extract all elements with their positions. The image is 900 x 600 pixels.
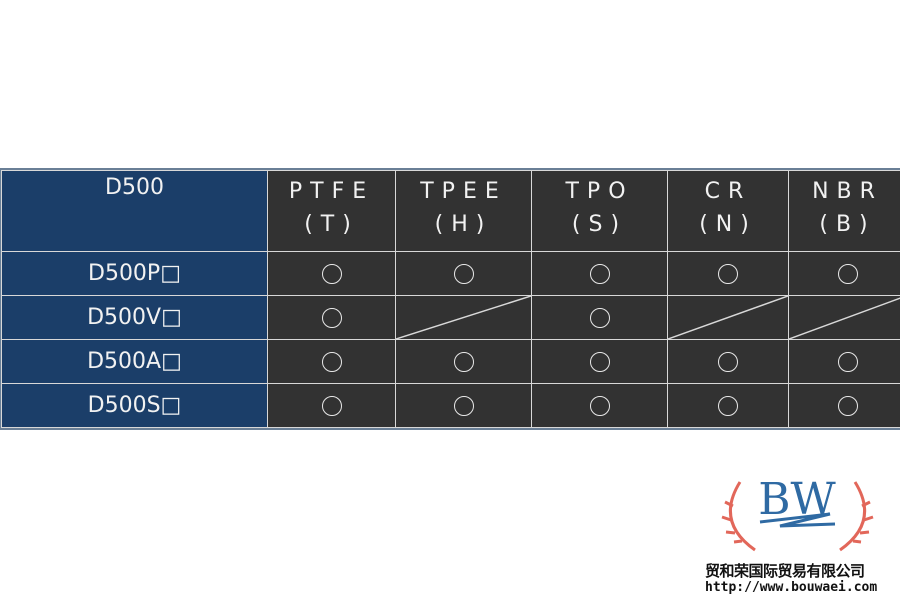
circle-mark-icon: [589, 395, 610, 416]
diagonal-slash: [668, 296, 788, 339]
row-model: D500S□: [1, 383, 268, 428]
compatible-cell: [531, 383, 668, 428]
circle-mark-icon: [453, 263, 474, 284]
circle-mark-icon: [321, 307, 342, 328]
compatible-cell: [267, 295, 396, 340]
material-code: (N): [699, 212, 757, 237]
circle-mark-icon: [589, 307, 610, 328]
compatible-cell: [531, 251, 668, 296]
company-name: 贸和荣国际贸易有限公司: [705, 562, 865, 580]
compatible-cell: [667, 339, 789, 384]
circle-mark-icon: [837, 395, 858, 416]
diagonal-slash: [789, 296, 900, 339]
compatible-cell: [788, 339, 900, 384]
circle-mark-icon: [718, 351, 738, 372]
row-model: D500P□: [1, 251, 268, 296]
not-available-cell: [395, 295, 532, 340]
circle-mark-icon: [321, 351, 342, 372]
table-row: D500V□: [1, 295, 900, 340]
circle-mark-icon: [589, 351, 610, 372]
circle-mark-icon: [718, 263, 738, 284]
compatible-cell: [267, 339, 396, 384]
company-url: http://www.bouwaei.com: [705, 580, 878, 595]
material-name: TPO: [565, 179, 634, 204]
circle-mark-icon: [321, 263, 342, 284]
circle-mark-icon: [453, 351, 474, 372]
circle-mark-icon: [837, 351, 858, 372]
table-row: D500P□: [1, 251, 900, 296]
table-row: D500A□: [1, 339, 900, 384]
header-material: TPEE (H): [395, 170, 532, 252]
header-row: D500 PTFE (T) TPEE (H) TPO (S) CR (N) NBR (B): [1, 170, 900, 252]
material-name: PTFE: [288, 179, 375, 204]
material-name: TPEE: [420, 179, 507, 204]
diagonal-slash: [396, 296, 531, 339]
compatible-cell: [667, 383, 789, 428]
material-name: NBR: [812, 179, 883, 204]
header-material: NBR (B): [788, 170, 900, 252]
circle-mark-icon: [321, 395, 342, 416]
compatible-cell: [267, 383, 396, 428]
compatibility-table: D500 PTFE (T) TPEE (H) TPO (S) CR (N) NBR (B)…: [0, 168, 900, 430]
not-available-cell: [667, 295, 789, 340]
header-material: PTFE (T): [267, 170, 396, 252]
compatible-cell: [395, 251, 532, 296]
compatible-cell: [267, 251, 396, 296]
circle-mark-icon: [718, 395, 738, 416]
compatible-cell: [395, 383, 532, 428]
bw-logo: BW: [721, 474, 874, 552]
compatible-cell: [395, 339, 532, 384]
material-code: (S): [571, 212, 628, 237]
not-available-cell: [788, 295, 900, 340]
compatible-cell: [667, 251, 789, 296]
header-material: CR (N): [667, 170, 789, 252]
circle-mark-icon: [837, 263, 858, 284]
circle-mark-icon: [589, 263, 610, 284]
material-code: (T): [304, 212, 359, 237]
compatible-cell: [531, 295, 668, 340]
compatible-cell: [788, 251, 900, 296]
row-model: D500V□: [1, 295, 268, 340]
compatible-cell: [788, 383, 900, 428]
table-row: D500S□: [1, 383, 900, 428]
circle-mark-icon: [453, 395, 474, 416]
header-material: TPO (S): [531, 170, 668, 252]
material-code: (H): [434, 212, 493, 237]
row-model: D500A□: [1, 339, 268, 384]
compatible-cell: [531, 339, 668, 384]
header-model: D500: [1, 170, 268, 252]
material-name: CR: [704, 179, 752, 204]
material-code: (B): [819, 212, 876, 237]
